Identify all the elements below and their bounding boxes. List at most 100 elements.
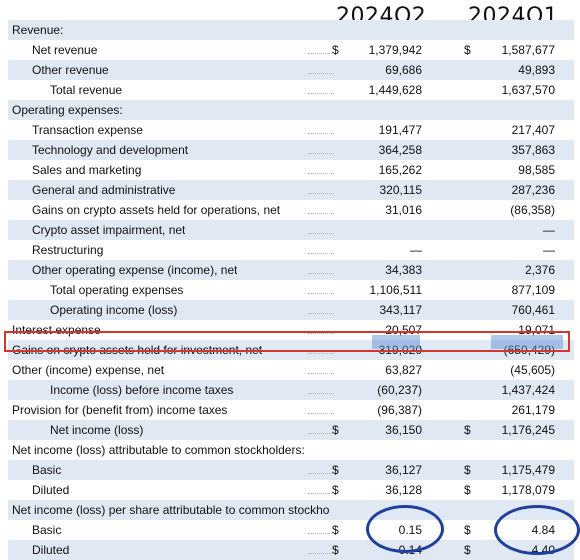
table-row: Gains on crypto assets held for investme… bbox=[8, 340, 574, 360]
value-2024q1: 98,585 bbox=[518, 163, 555, 177]
currency-2024q2: $ bbox=[332, 543, 339, 557]
value-2024q1: (86,358) bbox=[510, 203, 555, 217]
row-label: Crypto asset impairment, net bbox=[32, 223, 186, 237]
value-2024q1: 1,176,245 bbox=[501, 423, 555, 437]
value-2024q2: (60,237) bbox=[377, 383, 422, 397]
table-row: Net income (loss) per share attributable… bbox=[8, 500, 574, 520]
value-2024q1: 357,863 bbox=[511, 143, 555, 157]
currency-2024q1: $ bbox=[464, 483, 471, 497]
value-2024q2: (96,387) bbox=[377, 403, 422, 417]
table-row: Diluted $0.14 $4.40 bbox=[8, 540, 574, 560]
value-2024q1: 287,236 bbox=[511, 183, 555, 197]
leader-dots bbox=[308, 313, 334, 314]
table-row: Basic $0.15 $4.84 bbox=[8, 520, 574, 540]
row-label: Sales and marketing bbox=[32, 163, 142, 177]
value-2024q1: 1,587,677 bbox=[501, 43, 555, 57]
value-2024q2: 364,258 bbox=[378, 143, 422, 157]
leader-dots bbox=[308, 173, 334, 174]
value-2024q2: — bbox=[410, 243, 422, 257]
row-label: Net income (loss) attributable to common… bbox=[12, 443, 305, 457]
value-2024q1: 4.84 bbox=[531, 523, 555, 537]
leader-dots bbox=[308, 393, 334, 394]
table-row: Transaction expense 191,477 217,407 bbox=[8, 120, 574, 140]
value-2024q2: 34,383 bbox=[385, 263, 422, 277]
value-2024q1: 1,178,079 bbox=[501, 483, 555, 497]
table-row: Interest expense 20,507 19,071 bbox=[8, 320, 574, 340]
leader-dots bbox=[308, 473, 334, 474]
leader-dots bbox=[308, 213, 334, 214]
table-row: Net income (loss) $36,150 $1,176,245 bbox=[8, 420, 574, 440]
table-row: Other (income) expense, net 63,827 (45,605… bbox=[8, 360, 574, 380]
value-2024q1: 261,179 bbox=[511, 403, 555, 417]
column-header-2024q2: 2024Q2 bbox=[336, 4, 427, 29]
leader-dots bbox=[308, 353, 334, 354]
table-row: Other operating expense (income), net 34,… bbox=[8, 260, 574, 280]
row-label: Transaction expense bbox=[32, 123, 143, 137]
income-statement-table: Revenue: Net revenue $1,379,942 $1,587,677 O… bbox=[8, 20, 574, 560]
currency-2024q2: $ bbox=[332, 483, 339, 497]
value-2024q1: 1,437,424 bbox=[501, 383, 555, 397]
value-2024q1: 19,071 bbox=[518, 323, 555, 337]
currency-2024q1: $ bbox=[464, 423, 471, 437]
row-label: Provision for (benefit from) income taxe… bbox=[12, 403, 228, 417]
value-2024q1: — bbox=[543, 243, 555, 257]
column-header-2024q1: 2024Q1 bbox=[468, 4, 559, 29]
table-row: Basic $36,127 $1,175,479 bbox=[8, 460, 574, 480]
table-row: Other revenue 69,686 49,893 bbox=[8, 60, 574, 80]
leader-dots bbox=[308, 273, 334, 274]
value-2024q1: 49,893 bbox=[518, 63, 555, 77]
leader-dots bbox=[308, 133, 334, 134]
table-row: Revenue: bbox=[8, 20, 574, 40]
value-2024q2: 0.15 bbox=[398, 523, 422, 537]
row-label: Operating income (loss) bbox=[50, 303, 178, 317]
value-2024q2: 1,379,942 bbox=[368, 43, 422, 57]
leader-dots bbox=[308, 253, 334, 254]
row-label: Basic bbox=[32, 463, 62, 477]
row-label: Total revenue bbox=[50, 83, 123, 97]
table-row: Technology and development 364,258 357,863 bbox=[8, 140, 574, 160]
value-2024q2: 0.14 bbox=[398, 543, 422, 557]
table-row: Operating income (loss) 343,117 760,461 bbox=[8, 300, 574, 320]
value-2024q1: 1,637,570 bbox=[501, 83, 555, 97]
row-label: Technology and development bbox=[32, 143, 189, 157]
leader-dots bbox=[308, 93, 334, 94]
row-label: Net income (loss) per share attributable… bbox=[12, 503, 330, 517]
table-row: Gains on crypto assets held for operatio… bbox=[8, 200, 574, 220]
row-label: Operating expenses: bbox=[12, 103, 123, 117]
highlight-2024q1 bbox=[491, 335, 563, 349]
leader-dots bbox=[308, 233, 334, 234]
row-label: Total operating expenses bbox=[50, 283, 184, 297]
value-2024q1: 217,407 bbox=[511, 123, 555, 137]
value-2024q2: 63,827 bbox=[385, 363, 422, 377]
table-row: Sales and marketing 165,262 98,585 bbox=[8, 160, 574, 180]
leader-dots bbox=[308, 413, 334, 414]
value-2024q2: 165,262 bbox=[378, 163, 422, 177]
table-row: Income (loss) before income taxes (60,237… bbox=[8, 380, 574, 400]
leader-dots bbox=[308, 533, 334, 534]
value-2024q1: 877,109 bbox=[511, 283, 555, 297]
value-2024q2: 69,686 bbox=[385, 63, 422, 77]
row-label: Other (income) expense, net bbox=[12, 363, 165, 377]
value-2024q2: 36,128 bbox=[385, 483, 422, 497]
table-row: Net income (loss) attributable to common… bbox=[8, 440, 574, 460]
currency-2024q2: $ bbox=[332, 423, 339, 437]
highlight-2024q2 bbox=[372, 335, 420, 349]
table-row: Net revenue $1,379,942 $1,587,677 bbox=[8, 40, 574, 60]
table-row: Operating expenses: bbox=[8, 100, 574, 120]
leader-dots bbox=[308, 193, 334, 194]
value-2024q1: 4.40 bbox=[531, 543, 555, 557]
table-row: Restructuring — — bbox=[8, 240, 574, 260]
row-label: Net income (loss) bbox=[50, 423, 144, 437]
value-2024q2: 20,507 bbox=[385, 323, 422, 337]
row-label: Net revenue bbox=[32, 43, 98, 57]
currency-2024q1: $ bbox=[464, 43, 471, 57]
row-label: Diluted bbox=[32, 483, 70, 497]
row-label: Interest expense bbox=[12, 323, 101, 337]
leader-dots bbox=[308, 53, 334, 54]
leader-dots bbox=[308, 493, 334, 494]
value-2024q2: 36,127 bbox=[385, 463, 422, 477]
leader-dots bbox=[308, 333, 334, 334]
row-label: Income (loss) before income taxes bbox=[50, 383, 234, 397]
table-row: Diluted $36,128 $1,178,079 bbox=[8, 480, 574, 500]
value-2024q1: (45,605) bbox=[510, 363, 555, 377]
